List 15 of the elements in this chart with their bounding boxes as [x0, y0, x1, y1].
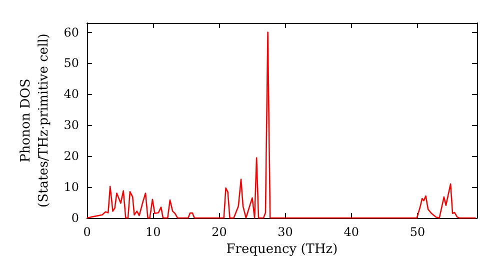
- y-tick-label: 0: [71, 211, 79, 225]
- y-tick-label: 60: [64, 25, 79, 40]
- x-tick-label: 20: [212, 225, 227, 239]
- y-axis-title: Phonon DOS (States/THz·primitive cell): [18, 33, 52, 208]
- y-tick-label: 30: [64, 118, 79, 132]
- x-tick-label: 30: [278, 225, 293, 239]
- x-tick-label: 50: [410, 225, 426, 239]
- x-axis-title: Frequency (THz): [226, 242, 338, 257]
- y-tick-label: 20: [64, 149, 79, 164]
- x-tick-label: 10: [145, 225, 161, 239]
- x-tick-label: 0: [83, 225, 91, 239]
- x-tick-label: 40: [344, 225, 360, 239]
- y-tick-label: 50: [64, 56, 79, 70]
- y-tick-label: 10: [64, 180, 79, 194]
- y-tick-label: 40: [64, 87, 79, 102]
